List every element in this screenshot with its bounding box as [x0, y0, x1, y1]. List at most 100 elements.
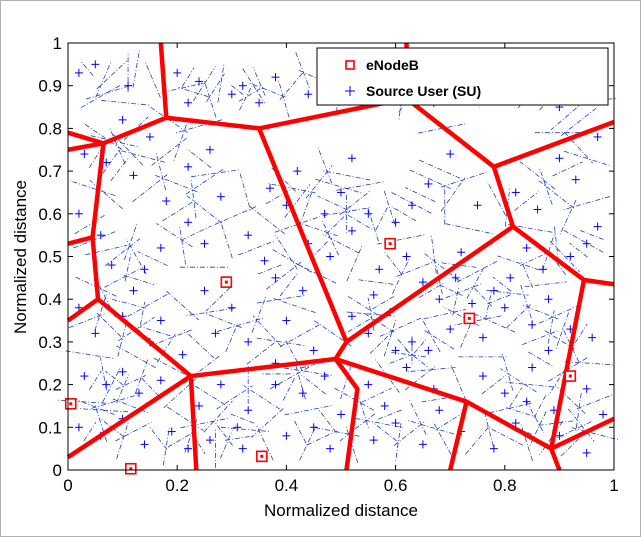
source-user-point — [211, 329, 220, 338]
source-user-point — [391, 346, 400, 355]
minor-boundary-segment — [563, 196, 610, 211]
y-tick-label: 0.5 — [38, 248, 62, 267]
minor-boundary-segment — [96, 60, 127, 90]
minor-boundary-segment — [203, 400, 233, 433]
minor-boundary-segment — [560, 108, 597, 136]
minor-boundary-segment — [561, 325, 580, 363]
minor-boundary-segment — [203, 79, 217, 118]
minor-boundary-segment — [407, 420, 455, 435]
minor-boundary-segment — [424, 330, 455, 350]
minor-boundary-segment — [563, 230, 605, 254]
y-tick-label: 0.7 — [38, 162, 62, 181]
minor-boundary-segment — [418, 159, 461, 179]
minor-boundary-segment — [404, 187, 436, 202]
minor-boundary-segment — [569, 242, 588, 258]
minor-boundary-segment — [580, 230, 605, 241]
minor-boundary-segment — [445, 283, 483, 299]
minor-boundary-segment — [383, 318, 397, 357]
minor-boundary-segment — [184, 355, 220, 384]
minor-boundary-segment — [497, 255, 540, 271]
minor-boundary-segment — [80, 84, 121, 109]
x-tick-label: 0.6 — [384, 476, 408, 495]
enodeb-point — [64, 398, 77, 410]
minor-boundary-segment — [95, 60, 112, 98]
minor-boundary-segment — [156, 333, 176, 363]
minor-boundary-segment — [285, 340, 304, 374]
minor-boundary-segment — [73, 230, 118, 249]
source-user-point — [200, 286, 209, 295]
minor-boundary-segment — [161, 82, 204, 93]
minor-boundary-segment — [116, 421, 129, 459]
source-user-point — [522, 397, 531, 406]
minor-boundary-segment — [94, 404, 108, 442]
source-user-point — [271, 73, 280, 82]
minor-boundary-segment — [132, 49, 140, 88]
x-tick-label: 0.8 — [493, 476, 517, 495]
minor-boundary-segment — [85, 84, 132, 100]
minor-boundary-segment — [520, 284, 533, 323]
source-user-point — [582, 448, 591, 457]
legend-box — [316, 47, 609, 106]
minor-boundary-segment — [238, 240, 275, 256]
axis-ticks: 0 0.2 0.4 0.6 0.8 1 0 0.1 0.2 0.3 0.4 0.5 0.6 0.7 0.8 0… — [38, 34, 618, 495]
minor-boundary-segment — [132, 174, 168, 203]
minor-boundary-segment — [430, 235, 437, 274]
minor-boundary-segment — [162, 427, 170, 466]
y-tick-label: 1 — [53, 34, 62, 53]
source-user-point — [184, 218, 193, 227]
minor-boundary-segment — [74, 214, 106, 235]
minor-boundary-segment — [487, 182, 506, 216]
source-user-point — [407, 337, 416, 346]
minor-boundary-segment — [115, 421, 152, 442]
minor-boundary-segment — [317, 146, 333, 184]
source-user-point — [364, 329, 373, 338]
minor-boundary-segment — [391, 351, 428, 358]
minor-boundary-segment — [456, 260, 499, 283]
source-user-point — [468, 299, 477, 308]
source-user-point — [320, 372, 329, 381]
source-user-point — [369, 290, 378, 299]
x-tick-label: 0 — [63, 476, 72, 495]
minor-boundary-segment — [392, 257, 411, 294]
minor-boundary-segment — [548, 360, 571, 396]
minor-boundary-segment — [398, 81, 404, 120]
minor-boundary-segment — [552, 161, 583, 177]
source-user-point — [140, 265, 149, 274]
minor-boundary-segment — [185, 168, 224, 195]
minor-boundary-segment — [318, 408, 337, 433]
source-user-point — [478, 333, 487, 342]
minor-boundary-segment — [183, 329, 215, 359]
minor-boundary-segment — [84, 123, 123, 150]
enodeb-point — [564, 370, 577, 382]
minor-boundary-segment — [251, 408, 284, 438]
minor-boundary-segment — [549, 421, 592, 442]
minor-boundary-segment — [528, 411, 547, 448]
minor-boundary-segment — [220, 426, 270, 432]
minor-boundary-segment — [465, 267, 485, 301]
source-user-point — [593, 132, 602, 141]
source-user-point — [129, 171, 138, 180]
minor-boundary-segment — [522, 330, 559, 346]
minor-boundary-segment — [205, 287, 231, 312]
source-user-point — [233, 423, 242, 432]
source-user-point — [582, 384, 591, 393]
minor-boundary-segment — [70, 396, 115, 415]
minor-boundary-segment — [186, 195, 223, 224]
minor-boundary-segment — [555, 312, 569, 350]
minor-boundary-segment — [442, 306, 480, 327]
minor-boundary-segment — [538, 420, 575, 426]
minor-boundary-segment — [104, 268, 141, 288]
minor-boundary-segment — [284, 405, 333, 416]
minor-boundary-segment — [249, 82, 286, 98]
minor-boundary-segment — [367, 207, 381, 246]
minor-boundary-segment — [275, 234, 298, 270]
minor-boundary-segment — [544, 330, 575, 350]
source-user-point — [227, 90, 236, 99]
minor-boundary-segment — [409, 169, 453, 190]
source-user-point — [216, 192, 225, 201]
source-user-point — [511, 188, 520, 197]
minor-boundary-segment — [325, 210, 351, 235]
minor-boundary-segment — [126, 294, 168, 318]
minor-boundary-segment — [418, 283, 444, 299]
minor-boundary-segment — [434, 411, 466, 431]
